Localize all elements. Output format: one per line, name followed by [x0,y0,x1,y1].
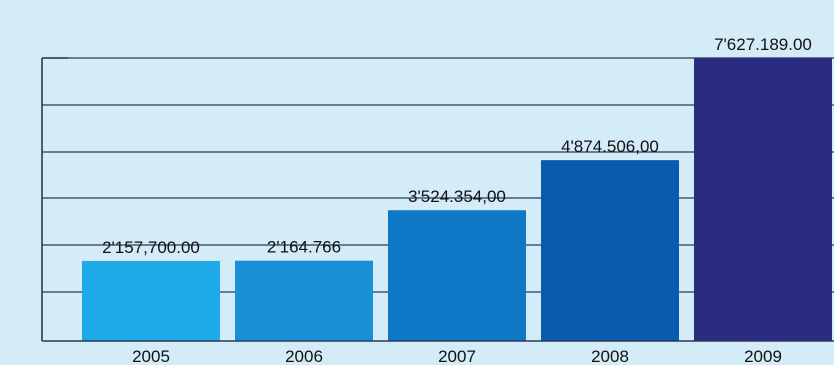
bar-2008 [541,160,679,341]
x-tick-label-2006: 2006 [285,347,323,365]
data-label-2008: 4'874.506,00 [561,137,659,156]
x-tick-label-2007: 2007 [438,347,476,365]
bars [82,58,832,341]
bar-2009 [694,58,832,341]
bar-2007 [388,210,526,341]
x-tick-label-2009: 2009 [744,347,782,365]
data-label-2009: 7'627.189.00 [714,35,812,54]
labels: 2'157,700.00 2005 2'164.766 2006 3'524.354,0… [102,35,812,365]
data-label-2005: 2'157,700.00 [102,238,200,257]
x-tick-label-2005: 2005 [132,347,170,365]
bar-2006 [235,260,373,341]
x-tick-label-2008: 2008 [591,347,629,365]
bar-2005 [82,260,220,341]
data-label-2006: 2'164.766 [267,238,341,257]
data-label-2007: 3'524.354,00 [408,187,506,206]
axes [41,57,834,342]
